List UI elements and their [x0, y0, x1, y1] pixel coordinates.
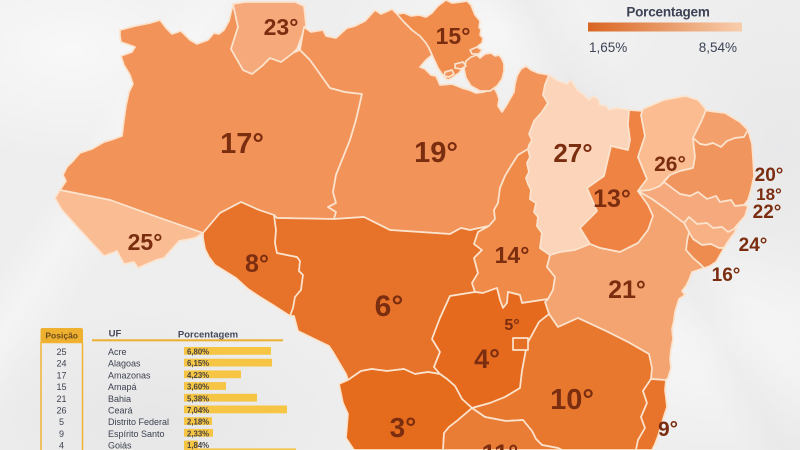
- svg-text:20°: 20°: [755, 165, 784, 186]
- svg-text:4°: 4°: [474, 344, 500, 374]
- svg-text:21: 21: [56, 394, 66, 404]
- svg-text:Amazonas: Amazonas: [108, 370, 151, 380]
- svg-text:6,80%: 6,80%: [187, 348, 209, 357]
- svg-text:1,65%: 1,65%: [589, 40, 627, 55]
- svg-text:13°: 13°: [593, 185, 631, 213]
- svg-text:2,33%: 2,33%: [187, 429, 209, 438]
- svg-text:1,84%: 1,84%: [187, 441, 209, 450]
- svg-text:5°: 5°: [504, 317, 519, 334]
- svg-text:Porcentagem: Porcentagem: [626, 5, 710, 20]
- svg-text:15: 15: [56, 382, 66, 392]
- svg-text:24°: 24°: [739, 235, 768, 256]
- svg-text:5: 5: [59, 417, 64, 427]
- svg-text:6°: 6°: [375, 290, 404, 323]
- svg-text:9: 9: [59, 429, 64, 439]
- svg-text:17°: 17°: [220, 128, 264, 160]
- svg-text:21°: 21°: [608, 276, 646, 304]
- svg-text:7,04%: 7,04%: [187, 406, 209, 415]
- svg-text:Ceará: Ceará: [108, 406, 133, 416]
- svg-text:14°: 14°: [495, 242, 530, 268]
- svg-text:2,18%: 2,18%: [187, 418, 209, 427]
- svg-text:26°: 26°: [654, 153, 686, 176]
- svg-text:5,38%: 5,38%: [187, 394, 209, 403]
- svg-text:27°: 27°: [553, 138, 592, 168]
- svg-text:22°: 22°: [753, 202, 782, 223]
- svg-text:17: 17: [56, 370, 66, 380]
- svg-text:26: 26: [56, 406, 66, 416]
- svg-text:3°: 3°: [390, 412, 417, 443]
- svg-text:UF: UF: [109, 329, 122, 340]
- svg-text:11°: 11°: [482, 440, 518, 450]
- svg-text:25°: 25°: [128, 229, 163, 255]
- svg-text:Distrito Federal: Distrito Federal: [108, 417, 169, 427]
- svg-text:6,15%: 6,15%: [187, 359, 209, 368]
- svg-text:Posição: Posição: [45, 330, 78, 340]
- svg-text:Espírito Santo: Espírito Santo: [108, 429, 165, 439]
- svg-text:23°: 23°: [264, 14, 299, 40]
- svg-text:Bahia: Bahia: [108, 394, 131, 404]
- svg-text:4,23%: 4,23%: [187, 371, 209, 380]
- svg-text:Alagoas: Alagoas: [108, 359, 141, 369]
- svg-text:9°: 9°: [658, 418, 678, 441]
- svg-text:15°: 15°: [436, 23, 471, 49]
- svg-text:8,54%: 8,54%: [699, 40, 737, 55]
- svg-text:4: 4: [59, 441, 64, 450]
- svg-text:25: 25: [56, 347, 66, 357]
- svg-text:19°: 19°: [414, 137, 458, 169]
- svg-text:3,60%: 3,60%: [187, 383, 209, 392]
- svg-text:24: 24: [56, 359, 66, 369]
- svg-text:8°: 8°: [245, 250, 269, 278]
- svg-text:18°: 18°: [756, 185, 782, 204]
- svg-text:Acre: Acre: [108, 347, 127, 357]
- svg-text:Amapá: Amapá: [108, 382, 137, 392]
- svg-text:Porcentagem: Porcentagem: [178, 330, 238, 341]
- svg-text:10°: 10°: [550, 384, 594, 416]
- svg-text:Goiás: Goiás: [108, 441, 132, 450]
- svg-text:16°: 16°: [712, 265, 741, 286]
